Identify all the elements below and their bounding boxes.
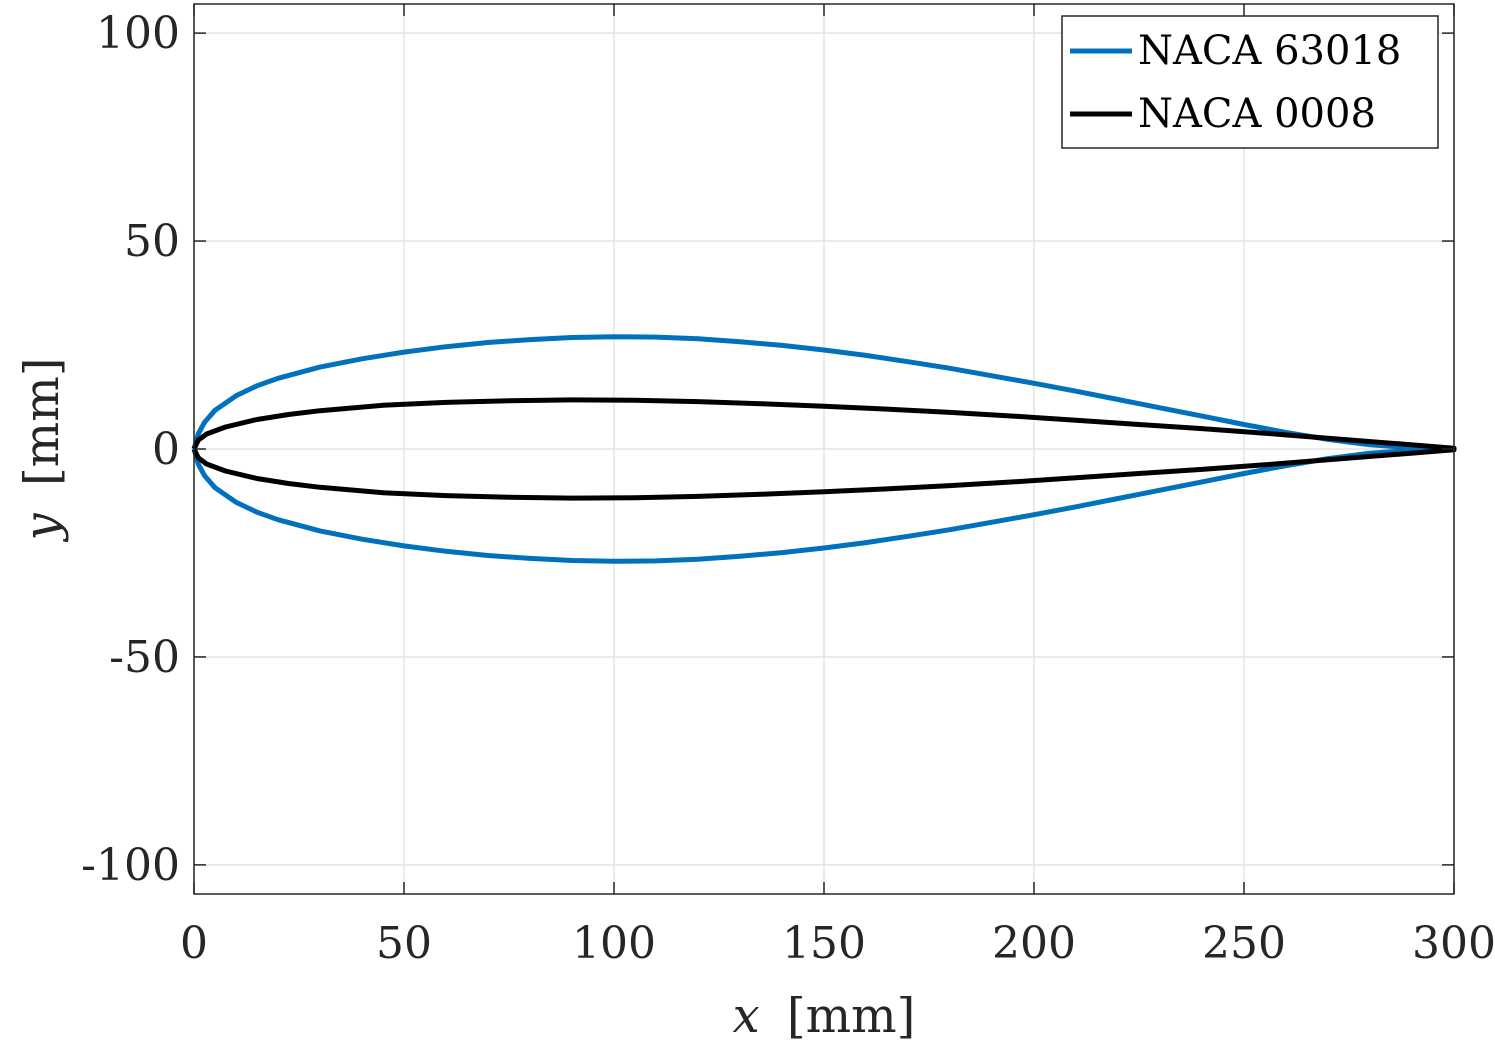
y-tick-label: 100 [96, 8, 180, 59]
x-tick-label: 300 [1412, 918, 1495, 969]
legend-label-naca-63018: NACA 63018 [1138, 28, 1401, 74]
x-axis-label: x [mm] [733, 988, 916, 1044]
x-axis-variable: x [733, 988, 760, 1044]
x-tick-label: 50 [376, 918, 432, 969]
x-axis-unit: [mm] [787, 988, 915, 1044]
x-tick-label: 250 [1202, 918, 1286, 969]
x-tick-label: 100 [572, 918, 656, 969]
x-tick-label: 150 [782, 918, 866, 969]
ticks: 0 50 100 150 200 250 300 -100 -50 0 50 100 [81, 4, 1495, 969]
legend-label-naca-0008: NACA 0008 [1138, 91, 1376, 137]
legend-box [1061, 15, 1439, 149]
x-tick-label: 200 [992, 918, 1076, 969]
y-tick-label: -50 [109, 632, 180, 683]
y-tick-label: 50 [124, 216, 180, 267]
x-tick-label: 0 [180, 918, 208, 969]
y-axis-unit: [mm] [14, 358, 70, 486]
y-tick-label: -100 [81, 840, 180, 891]
legend: NACA 63018 NACA 0008 [1061, 15, 1439, 149]
y-tick-label: 0 [152, 424, 180, 475]
grid [193, 4, 1455, 894]
y-axis-label: y [mm] [14, 358, 70, 543]
y-axis-variable: y [14, 512, 70, 542]
